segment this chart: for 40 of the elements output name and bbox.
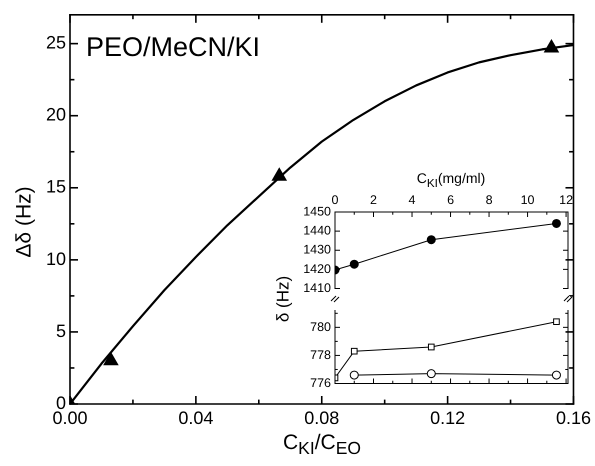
x-tick-label: 8 [486, 192, 493, 207]
y-tick-label: 776 [310, 376, 332, 390]
y-axis-title: Δδ (Hz) [12, 186, 36, 258]
point [552, 370, 561, 380]
x-tick-label: 12 [559, 192, 574, 207]
y-tick-label: 1440 [303, 224, 332, 238]
x-tick-label: 0.08 [304, 408, 340, 428]
point [426, 235, 436, 244]
y-tick-label: 1410 [303, 280, 332, 295]
x-tick-label: 4 [408, 192, 416, 207]
point [350, 348, 358, 355]
y-tick-label: 1430 [303, 242, 332, 257]
y-tick-label: 15 [46, 176, 66, 197]
y-tick-label: 778 [310, 348, 332, 362]
x-tick-label: 0.04 [178, 408, 214, 428]
point [544, 39, 559, 52]
y-tick-label: 20 [46, 104, 66, 125]
y-tick-label: 10 [46, 248, 66, 269]
point [272, 168, 287, 181]
y-axis-title: δ (Hz) [274, 276, 292, 322]
point [552, 218, 561, 228]
point [428, 344, 435, 350]
y-tick-label: 25 [46, 32, 66, 53]
point [103, 352, 118, 366]
y-tick-label: 780 [310, 320, 332, 334]
point [426, 369, 436, 378]
x-tick-label: 10 [520, 192, 535, 207]
y-tick-label: 1450 [303, 204, 332, 218]
point [350, 260, 359, 269]
y-tick-label: 5 [56, 320, 66, 341]
x-tick-label: 6 [447, 192, 454, 207]
y-tick-label: 1420 [303, 262, 332, 276]
x-tick-label: 0.12 [430, 408, 466, 428]
point [350, 370, 359, 380]
text: PEO/MeCN/KI [86, 32, 260, 62]
x-tick-label: 0.16 [556, 408, 592, 428]
x-tick-label: 2 [370, 192, 378, 207]
x-axis-title: C$_{KI}$(mg/ml) [416, 170, 486, 190]
point [553, 318, 560, 326]
x-axis-title: C$_{KI}$/C$_{EO}$ [282, 431, 362, 458]
